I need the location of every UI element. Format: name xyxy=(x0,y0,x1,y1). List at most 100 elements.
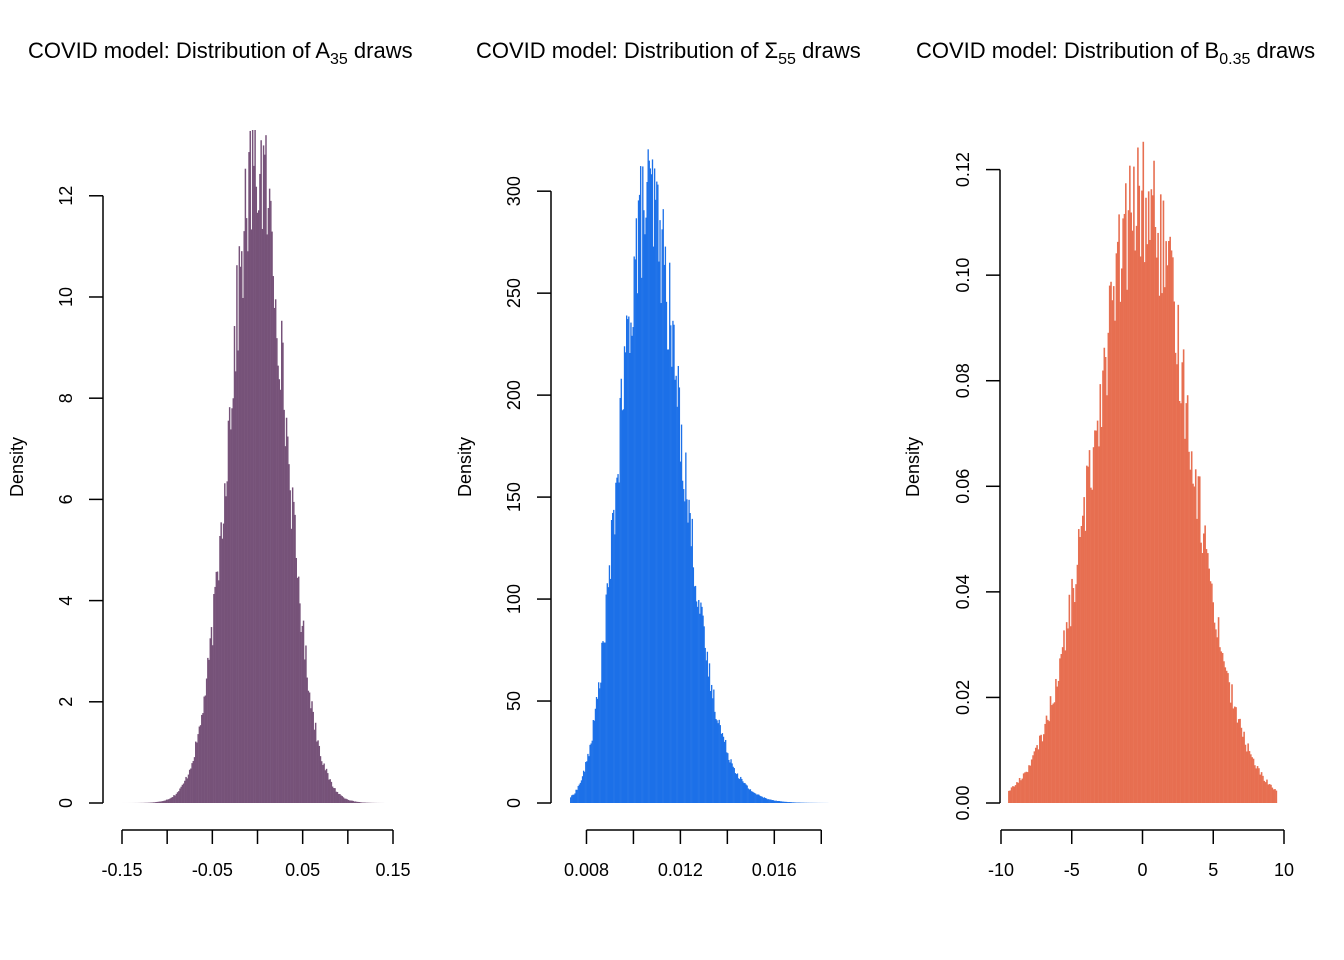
histogram-bar xyxy=(680,424,683,803)
histogram-bar xyxy=(728,759,730,803)
histogram-bar xyxy=(1087,466,1089,803)
histogram-bar xyxy=(1038,735,1041,803)
histogram-bar xyxy=(267,208,270,803)
histogram-bar xyxy=(265,135,267,803)
y-axis-label: Density xyxy=(455,437,475,497)
histogram-bar xyxy=(626,315,628,803)
histogram-bar xyxy=(637,200,640,803)
histogram-bar xyxy=(598,682,600,803)
histogram-bar xyxy=(291,487,294,803)
histogram-bar xyxy=(1127,210,1130,803)
histogram-bar xyxy=(204,695,207,803)
histogram-bar xyxy=(609,578,612,803)
histogram-bar xyxy=(1197,476,1200,803)
histogram-bar xyxy=(628,316,630,803)
histogram-bar xyxy=(747,788,749,803)
histogram-bar xyxy=(1233,706,1236,803)
chart-title: COVID model: Distribution of Σ55 draws xyxy=(476,38,861,68)
histogram-bar xyxy=(173,795,175,803)
histogram-bar xyxy=(307,690,310,803)
histogram-bar xyxy=(1241,736,1244,803)
histogram-bar xyxy=(1014,785,1017,803)
histogram-bar xyxy=(605,594,607,803)
y-tick-label: 10 xyxy=(56,287,76,307)
histogram-bar xyxy=(261,228,264,803)
histogram-bar xyxy=(1255,768,1258,803)
histogram-bar xyxy=(1251,757,1253,803)
histogram-bar xyxy=(794,802,797,803)
bars xyxy=(122,130,385,804)
histogram-bar xyxy=(769,799,771,803)
histogram-bar xyxy=(1159,194,1162,804)
histogram-bar xyxy=(606,583,608,803)
histogram-bar xyxy=(1262,775,1264,803)
histogram-bar xyxy=(1145,197,1147,804)
histogram-bar xyxy=(581,776,584,803)
histogram-bar xyxy=(1169,236,1171,804)
histogram-bar xyxy=(667,349,670,803)
histogram-bar xyxy=(247,251,249,803)
histogram-bar xyxy=(1272,789,1275,803)
y-tick-label: 2 xyxy=(56,697,76,707)
histogram-bar xyxy=(1178,401,1181,803)
histogram-bar xyxy=(612,512,614,803)
histogram-bar xyxy=(675,375,677,803)
histogram-bar xyxy=(1224,667,1227,803)
histogram-bar xyxy=(1079,537,1081,803)
histogram-bar xyxy=(579,782,582,803)
histogram-bar xyxy=(643,210,645,804)
histogram-bar xyxy=(1086,465,1088,803)
histogram-bar xyxy=(672,320,674,803)
histogram-bar xyxy=(727,753,729,803)
histogram-bar xyxy=(1177,304,1180,803)
histogram-bar xyxy=(584,771,586,803)
histogram-bar xyxy=(214,586,216,803)
histogram-bar xyxy=(1151,195,1154,804)
histogram-bar xyxy=(791,802,794,803)
histogram-bar xyxy=(290,528,293,803)
histogram-bar xyxy=(1189,469,1192,803)
histogram-bar xyxy=(1090,487,1092,803)
histogram-bar xyxy=(740,776,742,803)
histogram-bar xyxy=(594,708,597,803)
histogram-bar xyxy=(196,742,198,803)
histogram-bar xyxy=(1049,696,1052,803)
histogram-bar xyxy=(601,642,603,803)
histogram-bar xyxy=(1229,702,1232,803)
histogram-bar xyxy=(1150,189,1153,803)
histogram-bar xyxy=(233,326,236,803)
y-tick-label: 8 xyxy=(56,393,76,403)
histogram-bar xyxy=(1254,765,1256,803)
histogram-bar xyxy=(1192,483,1194,803)
histogram-bar xyxy=(254,130,256,803)
histogram-bar xyxy=(1024,772,1026,803)
histogram-bar xyxy=(596,698,599,803)
histogram-bar xyxy=(333,788,335,803)
histogram-bar xyxy=(178,791,180,803)
histogram-bar xyxy=(664,246,667,804)
histogram-bar xyxy=(757,794,759,803)
histogram-bar xyxy=(1194,469,1197,803)
histogram-bar xyxy=(634,259,636,803)
histogram-bar xyxy=(725,739,727,803)
histogram-bar xyxy=(1040,734,1042,803)
x-tick-label: -0.05 xyxy=(192,860,233,880)
histogram-bar xyxy=(363,802,365,803)
histogram-bar xyxy=(752,792,755,803)
y-tick-label: 300 xyxy=(504,176,524,206)
histogram-panel-sigma55: COVID model: Distribution of Σ55 draws D… xyxy=(455,38,861,880)
histogram-bar xyxy=(704,647,706,803)
histogram-bar xyxy=(656,181,658,803)
histogram-bar xyxy=(1130,212,1132,803)
histogram-bar xyxy=(709,691,712,803)
histogram-bar xyxy=(236,265,238,804)
histogram-bar xyxy=(343,798,346,803)
histogram-bar xyxy=(165,799,168,803)
histogram-bar xyxy=(715,718,717,803)
histogram-bar xyxy=(630,322,632,803)
histogram-bar xyxy=(673,324,675,803)
histogram-bar xyxy=(171,797,174,803)
histogram-bar xyxy=(586,761,588,803)
histogram-bar xyxy=(718,719,720,803)
histogram-bar xyxy=(663,264,665,803)
